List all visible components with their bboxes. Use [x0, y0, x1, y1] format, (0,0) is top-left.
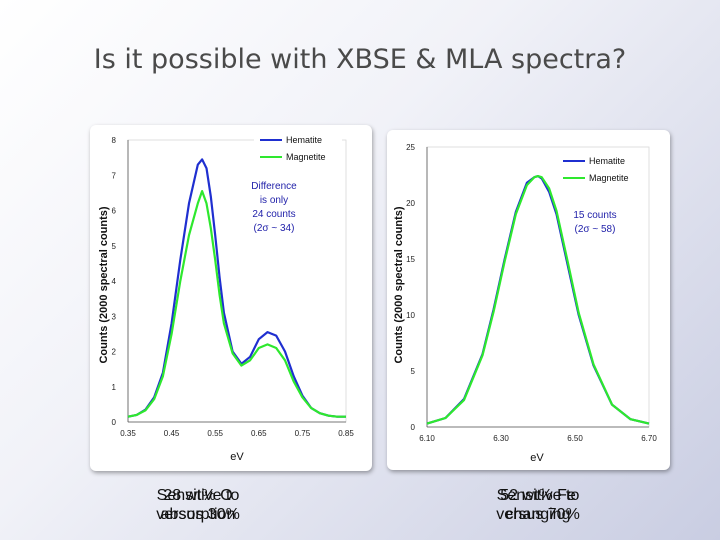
legend-label-hematite: Hematite	[589, 156, 625, 166]
x-axis-label: eV	[230, 451, 244, 463]
series-line-magnetite	[426, 174, 650, 425]
x-tick-label: 6.50	[567, 434, 583, 443]
x-tick-label: 0.45	[164, 429, 180, 438]
caption-iron-line2a: changing	[505, 506, 571, 523]
legend-label-magnetite: Magnetite	[589, 173, 629, 183]
caption-oxygen: Sensitive to 28 wt% O absorption versus …	[118, 486, 278, 524]
series-line-hematite	[127, 158, 346, 418]
y-tick-label: 1	[112, 383, 117, 392]
x-tick-label: 6.30	[493, 434, 509, 443]
annotation-line: 15 counts	[573, 210, 616, 221]
caption-iron-line1a: Sensitive to	[496, 487, 580, 504]
chart-panel-oxygen: 0 1 2 3 4 5 6 7 8 0.35 0.45 0.55 0.65 0.75 0.85 Hematit…	[90, 125, 372, 471]
y-tick-label: 7	[112, 171, 117, 180]
chart-oxygen-peak: 0 1 2 3 4 5 6 7 8 0.35 0.45 0.55 0.65 0.75 0.85 Hematit…	[98, 129, 354, 463]
y-tick-label: 3	[112, 312, 117, 321]
caption-iron-line1b: 52 wt% Fe	[500, 487, 576, 504]
y-tick-label: 0	[112, 418, 117, 427]
plot-area	[426, 146, 650, 428]
y-tick-label: 20	[406, 199, 415, 208]
caption-iron: Sensitive to 52 wt% Fe changing versus 7…	[458, 486, 618, 524]
caption-iron-line2b: versus 70%	[496, 506, 580, 523]
y-tick-label: 6	[112, 207, 117, 216]
caption-oxygen-line1a: Sensitive to	[156, 487, 240, 504]
y-tick-label: 15	[406, 255, 415, 264]
chart-panel-iron: 0 5 10 15 20 25 6.10 6.30 6.50 6.70 Hematite Magnet…	[387, 130, 670, 470]
annotation-line: (2σ ~ 34)	[254, 223, 295, 234]
y-tick-label: 2	[112, 348, 117, 357]
annotation-line: Difference	[251, 181, 297, 192]
y-tick-label: 4	[112, 277, 117, 286]
x-tick-label: 0.55	[207, 429, 223, 438]
x-tick-label: 6.70	[641, 434, 657, 443]
annotation-line: 24 counts	[252, 209, 295, 220]
y-tick-label: 5	[411, 367, 416, 376]
caption-oxygen-line2a: absorption	[160, 506, 236, 523]
legend-label-hematite: Hematite	[286, 135, 322, 145]
caption-oxygen-line1b: 28 wt% O	[163, 487, 233, 504]
y-tick-label: 10	[406, 311, 415, 320]
y-tick-label: 5	[112, 242, 117, 251]
chart-iron-peak: 0 5 10 15 20 25 6.10 6.30 6.50 6.70 Hematite Magnet…	[393, 143, 657, 464]
slide-title: Is it possible with XBSE & MLA spectra?	[93, 44, 627, 75]
x-tick-label: 0.35	[120, 429, 136, 438]
series-line-magnetite	[127, 189, 346, 418]
caption-oxygen-line2b: versus 30%	[156, 506, 240, 523]
annotation-line: (2σ ~ 58)	[575, 224, 616, 235]
legend: Hematite Magnetite	[557, 150, 645, 184]
x-tick-label: 6.10	[419, 434, 435, 443]
y-axis-label: Counts (2000 spectral counts)	[98, 206, 110, 363]
x-tick-label: 0.65	[251, 429, 267, 438]
y-tick-label: 25	[406, 143, 415, 152]
x-axis-label: eV	[530, 452, 544, 464]
x-tick-label: 0.85	[338, 429, 354, 438]
annotation-line: is only	[260, 195, 288, 206]
legend: Hematite Magnetite	[254, 129, 342, 163]
y-axis-label: Counts (2000 spectral counts)	[393, 206, 405, 363]
legend-label-magnetite: Magnetite	[286, 152, 326, 162]
x-tick-label: 0.75	[295, 429, 311, 438]
y-tick-label: 8	[112, 136, 117, 145]
y-tick-label: 0	[411, 423, 416, 432]
